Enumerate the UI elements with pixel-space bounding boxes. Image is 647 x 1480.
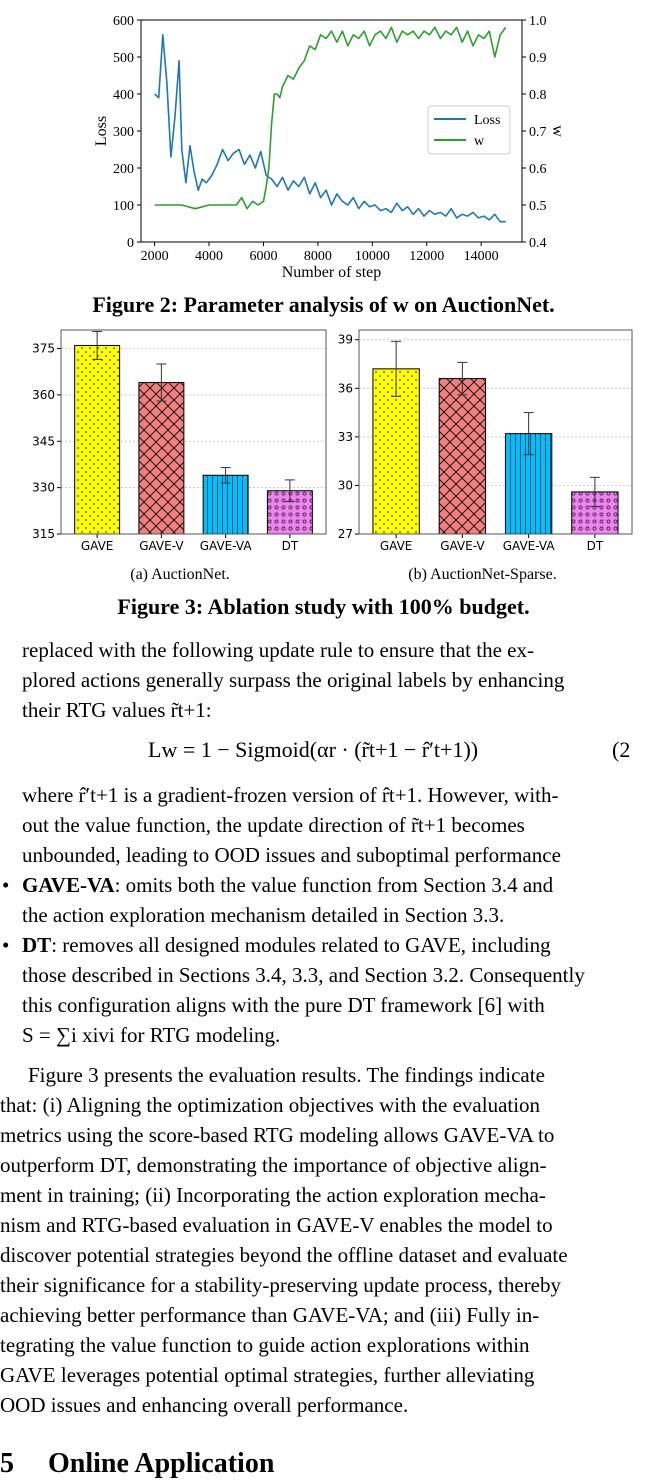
text-line: S = ∑i xivi for RTG modeling. [22,1023,281,1047]
legend-label: w [474,134,485,149]
paragraph-update-rule: replaced with the following update rule … [22,635,647,725]
series-line-loss [154,33,506,223]
y-right-tick-label: 0.5 [529,199,547,214]
subcaption-b: (b) AuctionNet-Sparse. [408,566,557,583]
text-line: outperform DT, demonstrating the importa… [0,1153,547,1177]
plot-frame [60,329,327,535]
figure2-caption: Figure 2: Parameter analysis of w on Auc… [92,292,555,317]
text-line: the action exploration mechanism detaile… [22,903,505,927]
y-right-axis-label: w [549,125,566,137]
ablation-bar-chart-auctionnet: 315 330 345 360 375 GAVE GAVE-V GAVE-VA DT [32,329,327,553]
loss-w-line-chart: 2000 4000 6000 8000 10000 12000 14000 0 100 200 30… [93,14,566,281]
y-right-tick-label: 0.4 [529,236,547,251]
y-right-tick-label: 0.9 [529,51,547,66]
text-line: replaced with the following update rule … [22,638,534,662]
text-line: discover potential strategies beyond the… [0,1243,568,1267]
section-title: Online Application [48,1448,275,1479]
y-left-tick-label: 300 [113,125,134,140]
text-line: achieving better performance than GAVE-V… [0,1303,540,1327]
x-tick-label: GAVE-V [139,539,184,553]
y-left-tick-label: 600 [113,14,134,29]
equation: Lw = 1 − Sigmoid(αr · (r̃t+1 − r̂′t+1)) [148,737,479,762]
y-tick-label: 27 [338,527,353,541]
x-tick-label: 8000 [304,249,332,264]
x-tick-label: 14000 [464,249,499,264]
y-tick-label: 33 [338,430,353,444]
text-line: nism and RTG-based evaluation in GAVE-V … [0,1213,553,1237]
bar-gave-va [202,474,249,535]
x-tick-label: GAVE-VA [503,539,556,553]
text-line: unbounded, leading to OOD issues and sub… [22,843,561,867]
y-right-tick-label: 0.8 [529,88,547,103]
text-line: Figure 3 presents the evaluation results… [28,1063,545,1087]
paragraph-gradient-frozen: where r̂′t+1 is a gradient-frozen versio… [22,780,647,870]
plot-frame [358,329,633,535]
x-tick-label: GAVE-V [440,539,485,553]
bullet-icon: • [2,873,10,897]
text-line: their RTG values r̃t+1: [22,698,212,722]
y-tick-label: 345 [32,434,55,448]
legend-label: Loss [474,113,500,128]
y-tick-label: 375 [32,342,55,356]
text-line: this configuration aligns with the pure … [22,993,545,1017]
bullet-term: DT [22,933,52,957]
text-line: ment in training; (ii) Incorporating the… [0,1183,546,1207]
x-tick-label: 4000 [195,249,223,264]
x-tick-label: 2000 [141,249,169,264]
text-line: : removes all designed modules related t… [51,933,551,957]
series-line-w [154,26,507,210]
y-tick-label: 315 [32,527,55,541]
bullet-icon: • [2,933,10,957]
x-tick-label: 10000 [355,249,390,264]
subcaption-a: (a) AuctionNet. [130,566,230,583]
text-line: that: (i) Aligning the optimization obje… [0,1093,541,1117]
ablation-bar-chart-auctionnet-sparse: 27 30 33 36 39 GAVE GAVE-V GAVE-VA DT [338,329,633,553]
figure3-caption: Figure 3: Ablation study with 100% budge… [117,594,530,619]
text-line: metrics using the score-based RTG modeli… [0,1123,555,1147]
y-tick-label: 360 [32,388,55,402]
text-line: tegrating the value function to guide ac… [0,1333,530,1357]
text-line: GAVE leverages potential optimal strateg… [0,1363,535,1387]
y-left-tick-label: 500 [113,51,134,66]
y-left-axis-label: Loss [93,116,110,146]
equation-number: (2 [612,737,631,762]
text-line: out the value function, the update direc… [22,813,525,837]
y-right-tick-label: 0.7 [529,125,547,140]
y-tick-label: 30 [338,478,353,492]
y-tick-label: 36 [338,381,353,395]
x-tick-label: GAVE [81,539,114,553]
x-tick-label: GAVE-VA [200,539,253,553]
text-line: their significance for a stability-prese… [0,1273,561,1297]
bar-gave [372,368,420,535]
y-left-tick-label: 200 [113,162,134,177]
text-line: : omits both the value function from Sec… [114,873,554,897]
y-left-tick-label: 400 [113,88,134,103]
paragraph-results: Figure 3 presents the evaluation results… [0,1060,647,1420]
section-heading: 5 Online Application [0,1448,274,1480]
legend: Loss w [427,105,511,155]
bullet-dt: • DT: removes all designed modules relate… [2,930,647,1050]
x-tick-label: 12000 [409,249,444,264]
bar-gave [74,344,121,535]
text-line: where r̂′t+1 is a gradient-frozen versio… [22,783,559,807]
x-tick-label: DT [282,539,299,553]
x-tick-label: GAVE [380,539,413,553]
y-left-tick-label: 100 [113,199,134,214]
text-line: those described in Sections 3.4, 3.3, an… [22,963,585,987]
bar-gave-v [138,382,185,535]
y-right-tick-label: 0.6 [529,162,547,177]
text-line: plored actions generally surpass the ori… [22,668,565,692]
x-tick-label: DT [587,539,604,553]
y-tick-label: 39 [338,333,353,347]
section-number: 5 [0,1448,14,1479]
text-line: OOD issues and enhancing overall perform… [0,1393,409,1417]
bullet-gave-va: • GAVE-VA: omits both the value function … [2,870,647,930]
bar-gave-v [438,378,487,535]
y-tick-label: 330 [32,481,55,495]
bullet-term: GAVE-VA [22,873,115,897]
y-left-tick-label: 0 [127,236,134,251]
x-axis-label: Number of step [282,264,382,281]
x-tick-label: 6000 [249,249,277,264]
y-right-tick-label: 1.0 [529,14,547,29]
